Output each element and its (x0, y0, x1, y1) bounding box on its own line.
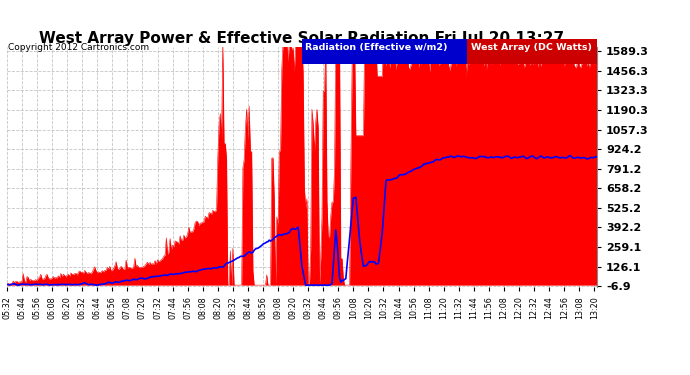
Text: Copyright 2012 Cartronics.com: Copyright 2012 Cartronics.com (8, 43, 150, 52)
Title: West Array Power & Effective Solar Radiation Fri Jul 20 13:27: West Array Power & Effective Solar Radia… (39, 31, 564, 46)
Text: West Array (DC Watts): West Array (DC Watts) (471, 44, 591, 52)
Text: Radiation (Effective w/m2): Radiation (Effective w/m2) (305, 44, 448, 52)
